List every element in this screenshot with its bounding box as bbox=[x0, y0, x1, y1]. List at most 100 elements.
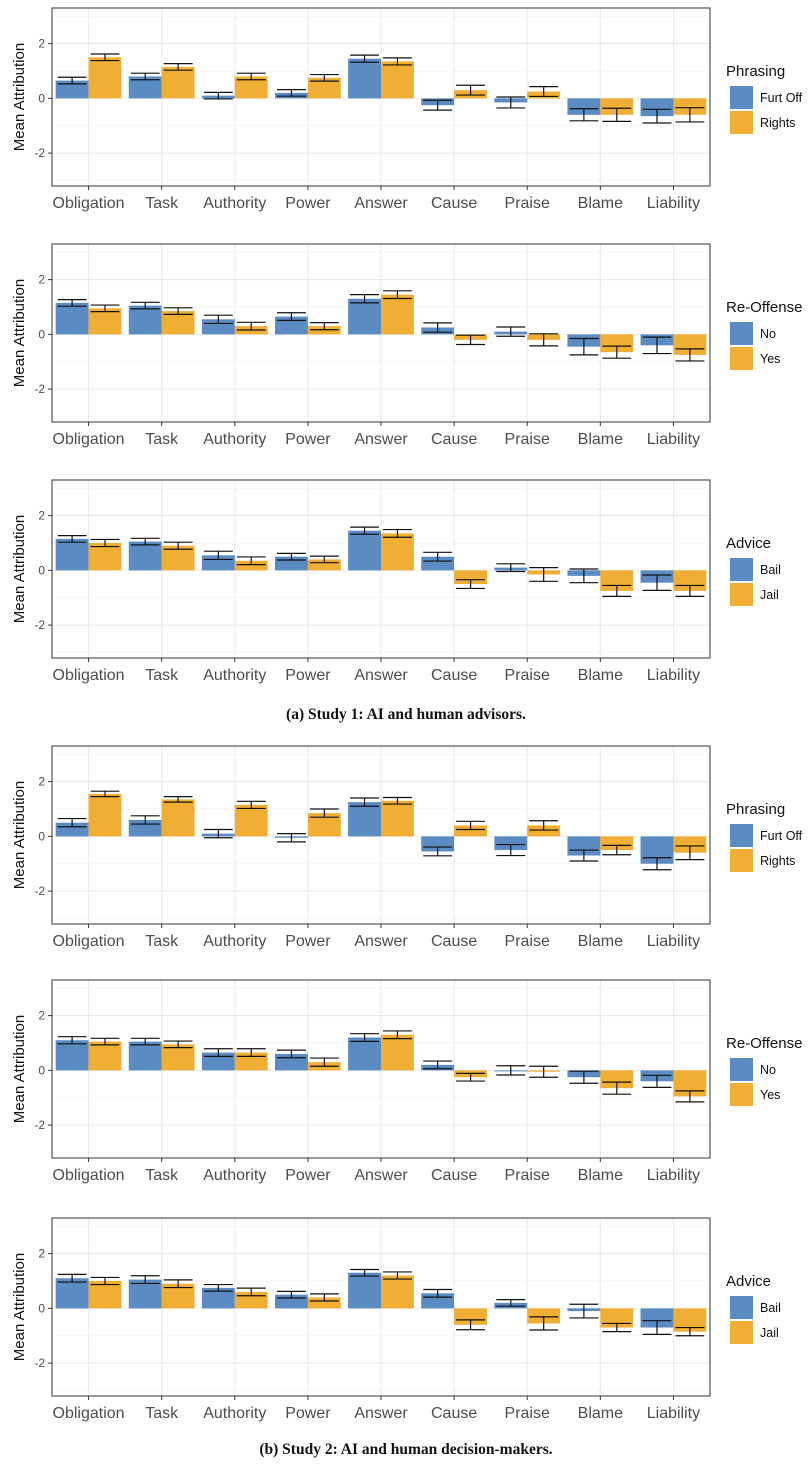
x-tick-label-answer: Answer bbox=[354, 1167, 408, 1184]
legend-key-yes bbox=[730, 1083, 753, 1106]
y-tick-label: -2 bbox=[34, 146, 45, 160]
x-tick-label-answer: Answer bbox=[354, 933, 408, 950]
x-tick-label-cause: Cause bbox=[431, 1405, 477, 1422]
x-tick-label-obligation: Obligation bbox=[53, 667, 125, 684]
x-tick-label-liability: Liability bbox=[647, 1405, 700, 1422]
y-tick-label: 0 bbox=[38, 563, 45, 577]
chart-panel-6: -2 0 2 Obligation Task Authority Power Answer Ca… bbox=[0, 1210, 812, 1438]
y-tick-label: 2 bbox=[38, 1009, 45, 1023]
legend-key-rights bbox=[730, 849, 753, 872]
bar-answer-yes bbox=[381, 295, 414, 335]
x-tick-label-authority: Authority bbox=[203, 1405, 266, 1422]
legend-label: Jail bbox=[760, 588, 779, 602]
x-tick-label-task: Task bbox=[145, 1167, 179, 1184]
y-axis-title: Mean Attribution bbox=[11, 781, 28, 889]
y-tick-label: 0 bbox=[38, 91, 45, 105]
bar-task-rights bbox=[162, 67, 195, 98]
x-tick-label-power: Power bbox=[285, 1405, 331, 1422]
legend-key-bail bbox=[730, 558, 753, 581]
bar-answer-furt-off bbox=[348, 59, 381, 99]
x-tick-label-liability: Liability bbox=[647, 431, 700, 448]
legend-label: No bbox=[760, 1063, 776, 1077]
x-tick-label-cause: Cause bbox=[431, 195, 477, 212]
y-tick-label: 0 bbox=[38, 829, 45, 843]
x-tick-label-blame: Blame bbox=[578, 195, 623, 212]
x-tick-label-answer: Answer bbox=[354, 667, 408, 684]
y-tick-label: 0 bbox=[38, 1063, 45, 1077]
y-tick-label: 2 bbox=[38, 273, 45, 287]
chart-phrasing-study2: -2 0 2 Obligation Task Authority Power Answer Ca… bbox=[0, 738, 812, 966]
bar-task-bail bbox=[129, 542, 162, 571]
error-bar bbox=[529, 568, 558, 582]
legend-key-furt-off bbox=[730, 86, 753, 109]
x-tick-label-liability: Liability bbox=[647, 933, 700, 950]
x-tick-label-task: Task bbox=[145, 431, 179, 448]
x-tick-label-power: Power bbox=[285, 933, 331, 950]
x-tick-label-power: Power bbox=[285, 431, 331, 448]
legend-label: Furt Off bbox=[760, 829, 803, 843]
chart-panel-3: -2 0 2 Obligation Task Authority Power Answer Ca… bbox=[0, 472, 812, 700]
x-tick-label-cause: Cause bbox=[431, 1167, 477, 1184]
x-tick-label-praise: Praise bbox=[505, 1405, 550, 1422]
bar-answer-furt-off bbox=[348, 802, 381, 836]
bar-task-no bbox=[129, 1042, 162, 1071]
x-tick-label-task: Task bbox=[145, 195, 179, 212]
x-tick-label-power: Power bbox=[285, 1167, 331, 1184]
legend-label: No bbox=[760, 327, 776, 341]
legend-title: Re-Offense bbox=[726, 299, 802, 316]
x-tick-label-praise: Praise bbox=[505, 195, 550, 212]
bar-obligation-rights bbox=[89, 57, 122, 98]
chart-reoffense-study2: -2 0 2 Obligation Task Authority Power Answer Ca… bbox=[0, 972, 812, 1200]
x-tick-label-praise: Praise bbox=[505, 667, 550, 684]
bar-answer-yes bbox=[381, 1035, 414, 1071]
chart-reoffense-study1: -202Obligation Task Authority Power Answer Ca… bbox=[0, 236, 812, 464]
chart-panel-4: -2 0 2 Obligation Task Authority Power Answer Ca… bbox=[0, 738, 812, 966]
bar-answer-rights bbox=[381, 61, 414, 98]
legend-label: Bail bbox=[760, 563, 781, 577]
bar-obligation-rights bbox=[89, 794, 122, 836]
y-tick-label: -2 bbox=[34, 382, 45, 396]
bar-answer-no bbox=[348, 1038, 381, 1071]
x-tick-label-authority: Authority bbox=[203, 195, 266, 212]
x-tick-label-liability: Liability bbox=[647, 195, 700, 212]
chart-panel-1: -2 0 2 Obligation Task Authority Power Answer Ca… bbox=[0, 0, 812, 228]
x-tick-label-praise: Praise bbox=[505, 933, 550, 950]
chart-advice-study1: -202Obligation Task Authority Power Answer Ca… bbox=[0, 472, 812, 700]
x-tick-label-blame: Blame bbox=[578, 1167, 623, 1184]
bar-answer-rights bbox=[381, 801, 414, 837]
x-tick-label-authority: Authority bbox=[203, 667, 266, 684]
x-tick-label-answer: Answer bbox=[354, 1405, 408, 1422]
legend-key-jail bbox=[730, 1321, 753, 1344]
y-axis-title: Mean Attribution bbox=[11, 515, 28, 623]
legend-key-jail bbox=[730, 583, 753, 606]
bar-obligation-bail bbox=[56, 539, 89, 570]
y-tick-label: -2 bbox=[34, 884, 45, 898]
x-tick-label-obligation: Obligation bbox=[53, 933, 125, 950]
x-tick-label-liability: Liability bbox=[647, 1167, 700, 1184]
y-tick-label: 0 bbox=[38, 1301, 45, 1315]
legend-label: Rights bbox=[760, 854, 795, 868]
legend-label: Yes bbox=[760, 352, 780, 366]
x-tick-label-liability: Liability bbox=[647, 667, 700, 684]
x-tick-label-task: Task bbox=[145, 667, 179, 684]
chart-phrasing-study1: -202Obligation Task Authority Power Answer Ca… bbox=[0, 0, 812, 228]
x-tick-label-power: Power bbox=[285, 195, 331, 212]
x-tick-label-power: Power bbox=[285, 667, 331, 684]
x-tick-label-cause: Cause bbox=[431, 933, 477, 950]
legend-key-yes bbox=[730, 347, 753, 370]
bar-task-yes bbox=[162, 1044, 195, 1070]
bar-obligation-no bbox=[56, 303, 89, 334]
y-axis-title: Mean Attribution bbox=[11, 279, 28, 387]
legend-label: Yes bbox=[760, 1088, 780, 1102]
bar-obligation-yes bbox=[89, 1042, 122, 1071]
legend-title: Phrasing bbox=[726, 63, 785, 80]
y-tick-label: 2 bbox=[38, 509, 45, 523]
bar-task-no bbox=[129, 306, 162, 335]
x-tick-label-blame: Blame bbox=[578, 1405, 623, 1422]
x-tick-label-authority: Authority bbox=[203, 933, 266, 950]
x-tick-label-authority: Authority bbox=[203, 431, 266, 448]
bar-answer-bail bbox=[348, 1273, 381, 1309]
caption-study1: (a) Study 1: AI and human advisors. bbox=[0, 706, 812, 724]
x-tick-label-cause: Cause bbox=[431, 431, 477, 448]
bar-answer-bail bbox=[348, 531, 381, 571]
